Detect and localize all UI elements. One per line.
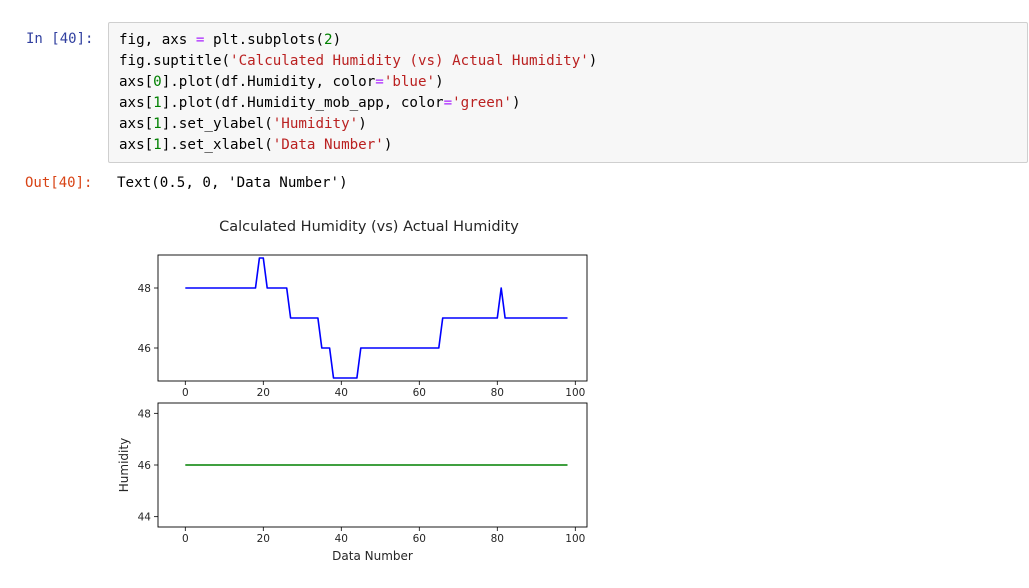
x-tick-label: 80 <box>491 533 504 545</box>
code-token: ) <box>588 53 598 69</box>
x-tick-label: 20 <box>257 533 270 545</box>
code-token: 'blue' <box>383 74 436 90</box>
code-token: = <box>195 32 205 48</box>
code-token: 'Humidity' <box>272 116 359 132</box>
y-tick-label: 48 <box>138 283 151 295</box>
code-line: fig.suptitle('Calculated Humidity (vs) A… <box>119 53 597 69</box>
code-token: = <box>375 74 384 90</box>
code-token: axs[ <box>119 95 154 111</box>
x-tick-label: 20 <box>257 387 270 399</box>
code-token: ) <box>511 95 521 111</box>
code-token: fig, axs <box>119 32 196 48</box>
code-token: ].set_xlabel( <box>161 137 273 153</box>
y-tick-label: 46 <box>138 460 152 472</box>
y-tick-label: 46 <box>138 343 152 355</box>
x-tick-label: 40 <box>335 533 348 545</box>
x-tick-label: 100 <box>565 387 585 399</box>
code-token: 2 <box>324 32 333 48</box>
y-tick-label: 48 <box>138 408 151 420</box>
subplot-top: 0 20 40 60 80 100 46 48 <box>138 254 588 399</box>
figure-output: Calculated Humidity (vs) Actual Humidity… <box>100 205 600 584</box>
code-token: ) <box>332 32 342 48</box>
subplot-bottom: 0 20 40 60 80 100 44 46 48 Data Number Humidity <box>117 402 588 563</box>
code-line: axs[1].set_xlabel('Data Number') <box>119 137 392 153</box>
code-token: plt.subplots( <box>204 32 325 48</box>
x-tick-label: 100 <box>565 533 585 545</box>
x-axis-label: Data Number <box>332 549 413 563</box>
code-token: ].plot(df.Humidity_mob_app, color <box>161 95 444 111</box>
chart-figure: Calculated Humidity (vs) Actual Humidity… <box>117 219 588 563</box>
code-token: 1 <box>153 95 162 111</box>
code-token: 'green' <box>452 95 512 111</box>
code-token: 'Data Number' <box>272 137 384 153</box>
code-line: axs[0].plot(df.Humidity, color='blue') <box>119 74 444 90</box>
y-tick-label: 44 <box>138 512 152 524</box>
x-tick-label: 60 <box>413 533 426 545</box>
code-line: fig, axs = plt.subplots(2) <box>119 32 341 48</box>
series-line <box>185 257 568 379</box>
code-token: = <box>443 95 453 111</box>
code-token: axs[ <box>119 116 154 132</box>
x-tick-label: 80 <box>491 387 504 399</box>
code-token: 'Calculated Humidity (vs) Actual Humidit… <box>230 53 589 69</box>
code-token: ) <box>358 116 367 132</box>
y-axis-label: Humidity <box>117 438 131 492</box>
code-line: axs[1].plot(df.Humidity_mob_app, color='… <box>119 95 520 111</box>
chart-title: Calculated Humidity (vs) Actual Humidity <box>219 219 519 235</box>
code-token: 1 <box>153 116 162 132</box>
code-token: 1 <box>153 137 162 153</box>
output-text: Text(0.5, 0, 'Data Number') <box>117 175 348 191</box>
x-tick-label: 0 <box>182 533 189 545</box>
code-token: axs[ <box>119 74 154 90</box>
code-token: axs[ <box>119 137 154 153</box>
x-tick-label: 40 <box>335 387 348 399</box>
x-tick-label: 60 <box>413 387 426 399</box>
x-tick-label: 0 <box>182 387 189 399</box>
input-prompt: In [40]: <box>26 31 94 47</box>
axes-frame <box>157 254 588 382</box>
output-prompt: Out[40]: <box>25 175 93 191</box>
code-token: ) <box>435 74 444 90</box>
code-token: ) <box>383 137 393 153</box>
code-token: 0 <box>153 74 162 90</box>
code-token: fig.suptitle( <box>119 53 231 69</box>
code-text[interactable]: fig, axs = plt.subplots(2) fig.suptitle(… <box>119 30 597 156</box>
code-token: ].set_ylabel( <box>161 116 273 132</box>
code-editor[interactable]: fig, axs = plt.subplots(2) fig.suptitle(… <box>108 22 1028 163</box>
code-token: ].plot(df.Humidity, color <box>161 74 376 90</box>
code-line: axs[1].set_ylabel('Humidity') <box>119 116 367 132</box>
